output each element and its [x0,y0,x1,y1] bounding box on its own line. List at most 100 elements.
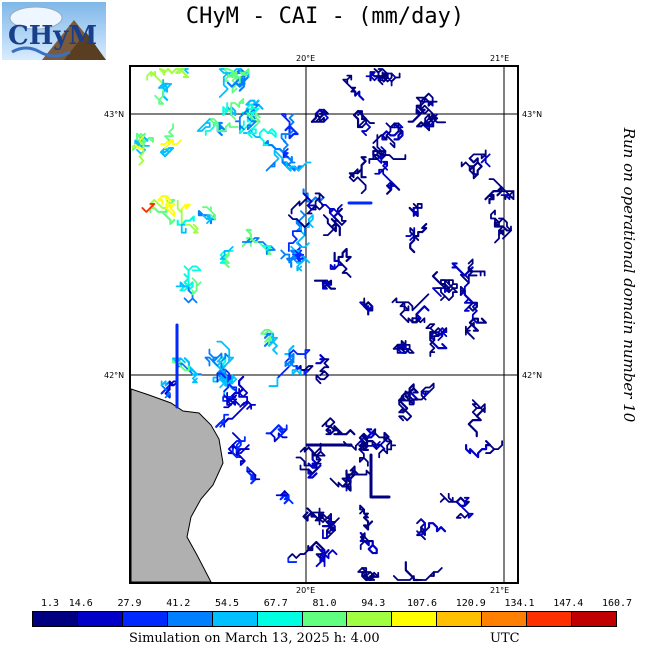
river-segment [158,67,190,79]
river-segment [260,328,274,347]
river-segment [415,104,434,115]
river-segment [235,444,250,454]
river-segment [333,247,352,263]
river-segment [311,442,322,457]
river-segment [359,301,374,312]
river-segment [235,452,246,466]
river-segment [268,332,278,355]
river-segment [420,382,435,401]
river-segment [154,82,165,105]
river-segment [467,301,478,312]
river-segment [346,74,353,85]
river-segment [222,102,229,116]
river-segment [280,133,291,143]
river-segment [280,113,295,131]
river-segment [409,222,428,254]
river-segment [241,237,260,243]
river-segment [234,108,249,131]
legend-tick-label: 147.4 [553,598,584,609]
river-segment [459,285,466,296]
legend-swatch [257,612,303,626]
river-segment [396,343,407,354]
river-segment [392,343,399,350]
legend-ticks: 1.3 14.6 27.9 41.2 54.5 67.7 81.0 94.3 107.6 120.… [32,598,632,610]
river-segment [427,522,447,533]
river-segment [425,323,436,334]
river-segment [299,464,314,475]
river-segment [490,209,500,224]
river-segment [158,82,173,93]
river-segment [310,116,325,123]
river-segment [415,313,426,324]
river-segment [392,575,423,581]
river-segment [216,122,239,132]
legend-tick-label: 160.7 [601,598,633,609]
river-segment [459,496,470,507]
river-segment [258,128,273,146]
lat-label-right-43: 43°N [522,110,543,119]
river-segment [287,557,298,563]
river-segment [463,297,474,312]
river-segment [480,149,487,160]
river-segment [488,178,515,201]
river-segment [268,377,279,387]
river-segment [212,372,223,383]
river-segment [164,123,174,142]
river-segment [246,470,261,481]
river-segment [284,353,295,367]
river-network-map [129,65,519,584]
river-segment [226,391,233,406]
river-segment [467,270,486,277]
river-segment [235,440,242,454]
legend-swatch [482,612,528,626]
river-segment [223,382,238,393]
river-segment [468,317,487,332]
river-segment [412,207,419,217]
river-segment [357,118,375,128]
river-segment [171,357,186,364]
river-segment [377,68,388,78]
river-segment [359,504,369,519]
river-segment [287,549,310,559]
river-segment [219,413,230,424]
river-segment [420,390,431,397]
river-segment [294,249,305,260]
river-segment [356,156,367,179]
river-segment [378,160,389,175]
river-segment [284,124,299,140]
legend-tick-label: 1.3 [40,598,60,609]
river-segment [436,287,450,302]
river-segment [227,374,238,385]
legend-swatch [437,612,483,626]
river-segment [140,136,154,143]
legend-swatch [572,612,616,626]
river-segment [439,492,454,503]
river-segment [191,373,198,384]
river-segment [409,227,420,241]
river-segment [448,279,458,290]
river-segment [283,494,294,505]
river-segment [342,78,357,97]
river-segment [404,339,415,354]
river-segment [275,490,290,497]
river-segment [290,196,309,215]
river-segment [204,356,219,367]
river-segment [363,508,369,519]
river-segment [322,279,332,290]
river-segment [460,161,471,172]
river-segment [295,210,306,237]
river-segment [138,139,145,166]
river-segment [376,150,387,156]
river-segment [319,358,330,373]
river-segment [183,285,198,304]
river-segment [197,210,217,225]
river-segment [266,128,277,138]
river-segment [141,203,156,213]
river-segment [282,148,289,158]
river-segment [348,168,367,195]
river-segment [295,226,310,249]
river-segment [382,72,401,83]
river-segment [202,206,216,221]
river-segment [280,249,303,264]
legend-swatch [212,612,258,626]
